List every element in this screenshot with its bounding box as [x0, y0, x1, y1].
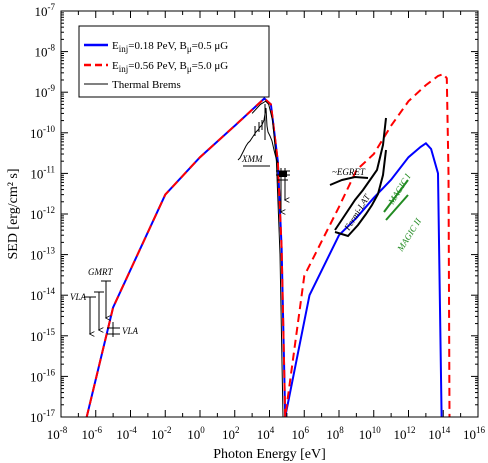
x-tick-label: 1014: [428, 425, 451, 442]
fermi-lat-sensitivity-upper: [334, 117, 387, 231]
y-tick-label: 10-16: [30, 367, 55, 384]
x-tick-label: 104: [257, 425, 275, 442]
series-line-2: [85, 72, 451, 417]
y-tick-label: 10-9: [35, 83, 56, 100]
x-tick-label: 108: [326, 425, 344, 442]
x-tick-label: 106: [292, 425, 310, 442]
y-tick-label: 10-14: [30, 286, 55, 303]
annotation-gmrt: GMRT: [88, 267, 113, 277]
annotation-xmm: XMM: [241, 154, 263, 164]
y-axis-title: SED [erg/cm² s]: [6, 168, 21, 259]
x-tick-label: 1012: [394, 425, 416, 442]
fermi-lat-sensitivity-lower: [334, 149, 387, 238]
legend: Einj=0.18 PeV, Bμ=0.5 μG Einj=0.56 PeV, …: [78, 25, 270, 98]
series-layer: [85, 72, 451, 417]
y-tick-label: 10-17: [30, 408, 55, 425]
annotation-vla: VLA: [70, 292, 87, 302]
y-tick-label: 10-11: [30, 164, 55, 181]
x-tick-label: 102: [222, 425, 240, 442]
x-tick-label: 1016: [463, 425, 486, 442]
annotation-layer: XMM ~EGRET Fermi-LAT MAGIC I MAGIC II GM…: [70, 154, 424, 336]
legend-box: [78, 25, 270, 98]
legend-label-series-3: Thermal Brems: [112, 79, 181, 91]
x-tick-label: 10-6: [82, 425, 103, 442]
x-tick-label: 100: [187, 425, 205, 442]
x-tick-label: 10-4: [116, 425, 137, 442]
legend-label-series-1: Einj=0.18 PeV, Bμ=0.5 μG: [112, 40, 228, 54]
x-axis-title: Photon Energy [eV]: [213, 447, 326, 462]
legend-label-series-2: Einj=0.56 PeV, Bμ=5.0 μG: [112, 60, 228, 74]
series-line-1: [85, 97, 443, 417]
magic-1-sensitivity: [383, 179, 409, 213]
magic-2-sensitivity: [385, 194, 409, 221]
y-tick-label: 10-12: [30, 205, 55, 222]
x-tick-label: 1010: [359, 425, 382, 442]
axis-ticks: 10-8 10-6 10-4 10-2 100 102 104 106 108 1010 1012 1…: [30, 2, 486, 442]
x-tick-label: 10-8: [47, 425, 68, 442]
annotation-egret: ~EGRET: [332, 167, 366, 177]
y-tick-label: 10-13: [30, 246, 55, 263]
annotation-vla: VLA: [122, 326, 139, 336]
y-tick-label: 10-8: [35, 43, 56, 60]
egret-sensitivity-line: [329, 175, 369, 186]
x-tick-label: 10-2: [151, 425, 172, 442]
annotation-magic-2: MAGIC II: [395, 216, 424, 254]
y-tick-label: 10-10: [30, 124, 55, 141]
y-tick-label: 10-7: [35, 2, 56, 19]
series-line-3: [251, 100, 284, 417]
annotation-magic-1: MAGIC I: [386, 171, 413, 207]
xmm-data-point: [279, 171, 287, 177]
instrument-sensitivity-layer: [84, 104, 409, 337]
y-tick-label: 10-15: [30, 327, 55, 344]
